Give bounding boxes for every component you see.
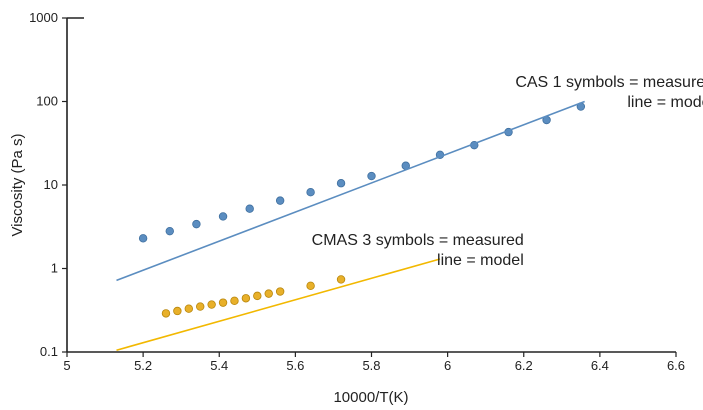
cmas-3-measured-point xyxy=(253,291,262,301)
cmas-3-measured-point xyxy=(173,306,182,316)
y-tick-label: 1000 xyxy=(29,10,58,25)
y-tick-label: 10 xyxy=(44,177,58,192)
series-layer xyxy=(116,100,586,352)
cas-1-measured-point xyxy=(165,226,174,236)
cas-1-measured-point xyxy=(306,187,315,197)
x-tick-label: 5.4 xyxy=(210,358,228,373)
cas-1-measured-point xyxy=(336,179,346,188)
y-ticks: 0.1 1 10 100 1000 xyxy=(29,10,67,359)
x-tick-label: 6.6 xyxy=(667,358,685,373)
x-ticks: 5 5.2 5.4 5.6 5.8 6 6.2 6.4 6.6 xyxy=(63,352,685,373)
annotation-line: line = model xyxy=(627,94,703,111)
x-tick-label: 6 xyxy=(444,358,451,373)
cmas-3-measured-point xyxy=(230,296,239,306)
x-axis-title: 10000/T(K) xyxy=(333,389,408,406)
y-axis-title: Viscosity (Pa s) xyxy=(9,133,26,236)
cmas-3-measured-point xyxy=(241,294,251,303)
cmas-3-measured-point xyxy=(264,289,273,298)
axes xyxy=(66,17,676,353)
cmas-3-measured-point xyxy=(196,302,205,311)
cmas-3-model-line xyxy=(116,258,441,352)
cmas-3-measured-point xyxy=(306,281,315,291)
x-tick-label: 5.2 xyxy=(134,358,152,373)
cmas-3-measured-point xyxy=(336,275,346,284)
cas-1-measured-point xyxy=(218,212,228,221)
cas-1-model-line xyxy=(116,100,585,282)
cmas-3-measured-point xyxy=(275,287,285,296)
annotation-line: CMAS 3 symbols = measured xyxy=(312,232,524,249)
cmas-3-measured-point xyxy=(218,298,228,307)
x-tick-label: 5.6 xyxy=(286,358,304,373)
y-tick-label: 100 xyxy=(36,94,58,109)
cas-1-measured-point xyxy=(245,204,254,213)
annotation-layer: CAS 1 symbols = measured line = model CMAS… xyxy=(312,74,703,269)
cas-1-measured-point xyxy=(367,171,376,181)
x-tick-label: 5.8 xyxy=(362,358,380,373)
cmas-3-measured-point xyxy=(207,300,216,309)
annotation-line: line = model xyxy=(437,252,524,269)
y-tick-label: 0.1 xyxy=(40,344,58,359)
cmas-3-measured-point xyxy=(184,304,193,313)
cmas-3-measured-point xyxy=(161,309,171,318)
cas-1-measured-point xyxy=(192,219,201,229)
x-tick-label: 5 xyxy=(63,358,70,373)
y-tick-label: 1 xyxy=(51,261,58,276)
x-tick-label: 6.2 xyxy=(515,358,533,373)
cas-1-measured-point xyxy=(138,234,148,243)
x-tick-label: 6.4 xyxy=(591,358,609,373)
cas-1-measured-point xyxy=(275,196,285,205)
annotation-line: CAS 1 symbols = measured xyxy=(515,74,703,91)
